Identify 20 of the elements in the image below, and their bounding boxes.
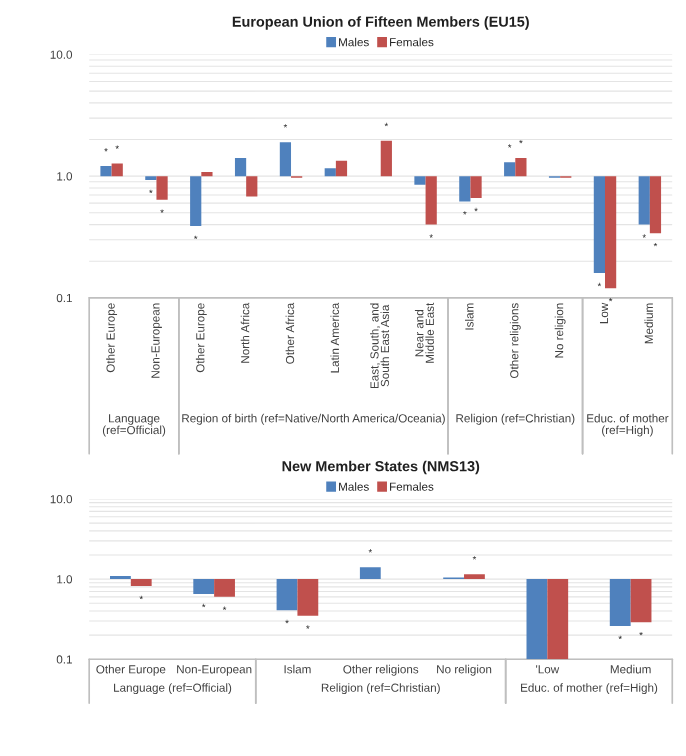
bar	[425, 176, 437, 225]
bar	[504, 162, 516, 177]
bar	[605, 176, 617, 289]
bar	[324, 168, 336, 177]
bar	[470, 176, 482, 199]
bar	[649, 176, 662, 234]
bar	[100, 166, 112, 177]
bar	[414, 176, 426, 185]
bar	[246, 176, 258, 197]
bar	[156, 176, 168, 200]
bar	[515, 157, 527, 177]
bar	[638, 176, 650, 225]
bar	[593, 176, 605, 274]
bar	[279, 142, 292, 177]
bar	[380, 140, 392, 177]
bar	[335, 160, 348, 177]
bar	[111, 163, 123, 177]
bar	[190, 176, 202, 226]
bar	[459, 176, 471, 202]
bar	[234, 157, 247, 177]
